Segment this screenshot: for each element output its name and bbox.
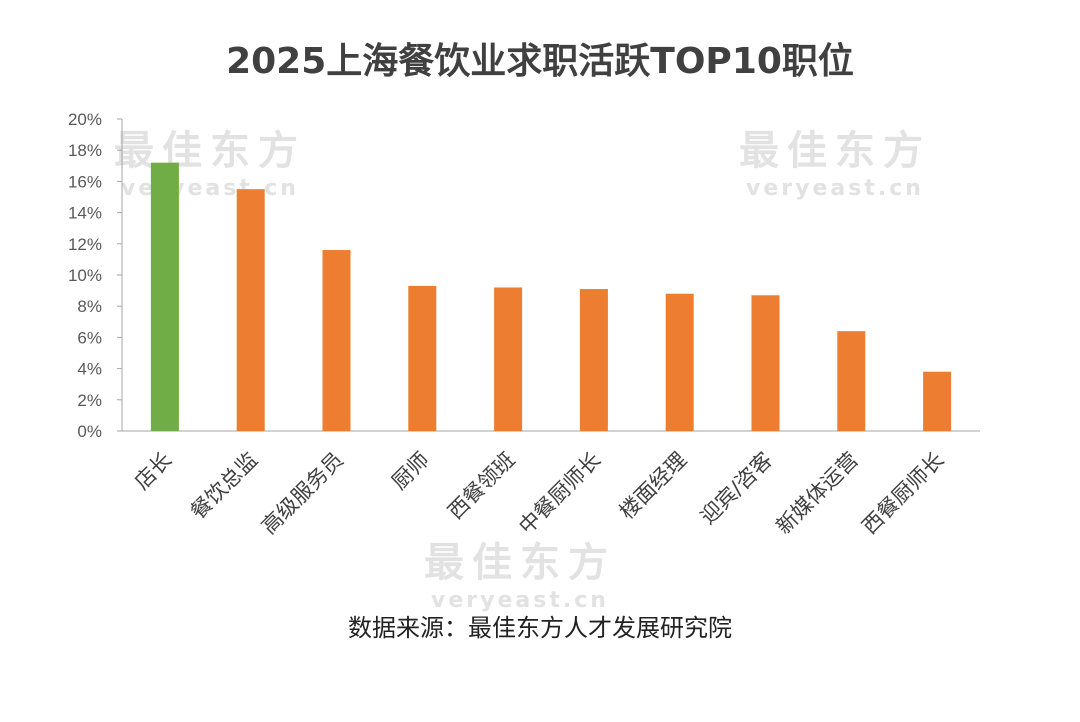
x-tick-label: 店长 (130, 448, 177, 495)
y-tick-label: 6% (77, 328, 102, 347)
bar (150, 162, 179, 431)
watermark: 最佳东方 veryeast.cn (400, 530, 640, 613)
x-tick-label: 厨师 (387, 448, 434, 495)
watermark-cn: 最佳东方 (424, 540, 616, 586)
y-tick-label: 10% (68, 266, 102, 285)
watermark: 最佳东方 veryeast.cn (90, 118, 330, 201)
chart-title: 2025上海餐饮业求职活跃TOP10职位 (226, 41, 854, 82)
y-tick-label: 8% (77, 297, 102, 316)
bar (923, 371, 952, 431)
x-tick-label: 新媒体运营 (772, 448, 863, 539)
bar (665, 293, 694, 431)
watermark-cn: 最佳东方 (739, 128, 931, 174)
bar (408, 285, 437, 431)
y-tick-label: 18% (68, 141, 102, 160)
x-tick-label: 餐饮总监 (186, 448, 262, 524)
bar (751, 295, 780, 431)
x-tick-label: 高级服务员 (257, 448, 348, 539)
watermark-en: veryeast.cn (121, 176, 299, 201)
x-tick-label: 西餐领班 (443, 448, 519, 524)
bar (579, 289, 608, 431)
bar (494, 287, 523, 431)
y-tick-label: 20% (68, 110, 102, 129)
y-tick-label: 2% (77, 391, 102, 410)
x-tick-label: 西餐厨师长 (857, 448, 948, 539)
watermark: 最佳东方 veryeast.cn (715, 118, 955, 201)
watermark-cn: 最佳东方 (114, 128, 306, 174)
watermark-en: veryeast.cn (746, 176, 924, 201)
y-tick-label: 12% (68, 235, 102, 254)
bar (837, 331, 866, 431)
y-tick-label: 0% (77, 422, 102, 441)
data-source: 数据来源：最佳东方人才发展研究院 (348, 614, 732, 642)
y-tick-label: 14% (68, 204, 102, 223)
bar (236, 189, 265, 431)
bar (322, 250, 351, 431)
x-tick-label: 楼面经理 (615, 448, 691, 524)
y-tick-label: 16% (68, 172, 102, 191)
x-tick-label: 中餐厨师长 (514, 448, 605, 539)
x-tick-label: 迎宾/咨客 (696, 448, 777, 529)
y-tick-label: 4% (77, 360, 102, 379)
watermark-en: veryeast.cn (431, 588, 609, 613)
